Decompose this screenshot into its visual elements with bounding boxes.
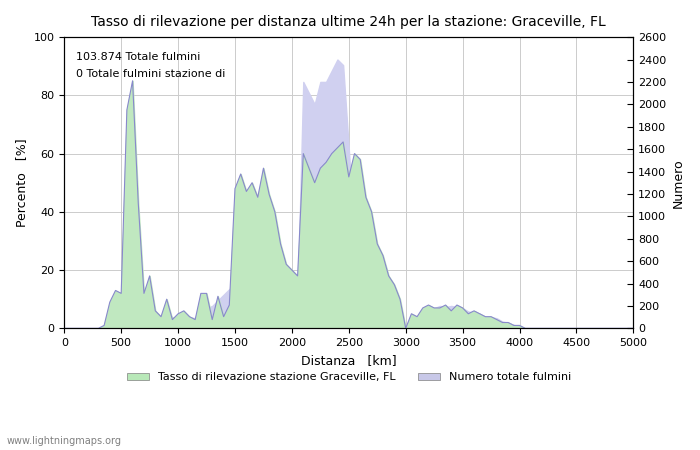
Text: www.lightningmaps.org: www.lightningmaps.org xyxy=(7,436,122,446)
Title: Tasso di rilevazione per distanza ultime 24h per la stazione: Graceville, FL: Tasso di rilevazione per distanza ultime… xyxy=(92,15,606,29)
X-axis label: Distanza   [km]: Distanza [km] xyxy=(301,354,397,367)
Y-axis label: Numero: Numero xyxy=(672,158,685,207)
Text: 0 Totale fulmini stazione di: 0 Totale fulmini stazione di xyxy=(76,69,225,79)
Text: 103.874 Totale fulmini: 103.874 Totale fulmini xyxy=(76,52,200,62)
Y-axis label: Percento   [%]: Percento [%] xyxy=(15,139,28,227)
Legend: Tasso di rilevazione stazione Graceville, FL, Numero totale fulmini: Tasso di rilevazione stazione Graceville… xyxy=(122,368,575,387)
